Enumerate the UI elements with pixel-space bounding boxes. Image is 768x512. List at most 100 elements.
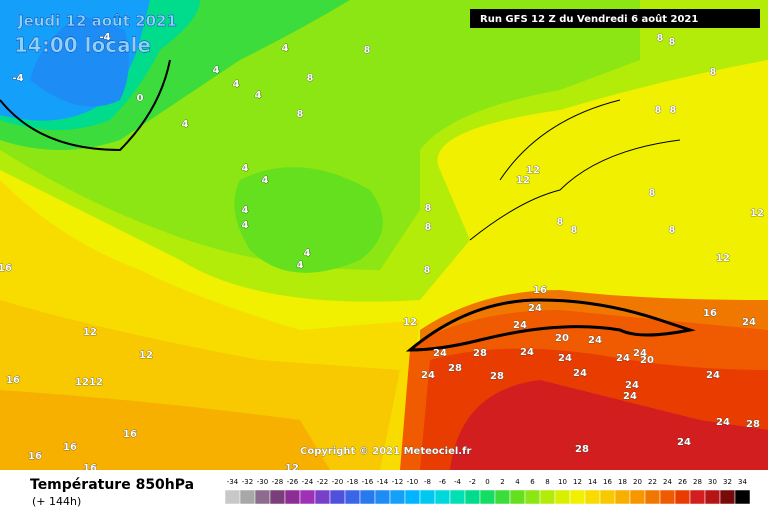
contour-label: 8 <box>425 222 432 233</box>
colorbar-label: -6 <box>439 478 447 486</box>
contour-label: 4 <box>262 175 269 186</box>
contour-label: 24 <box>433 348 447 359</box>
colorbar-swatch <box>254 489 271 505</box>
contour-label: 16 <box>0 263 12 274</box>
contour-label: 8 <box>655 105 662 116</box>
contour-label: 16 <box>83 463 97 474</box>
contour-label: 28 <box>490 371 504 382</box>
contour-label: 24 <box>616 353 630 364</box>
colorbar-swatch <box>719 489 736 505</box>
colorbar-swatch <box>269 489 286 505</box>
contour-label: 4 <box>255 90 262 101</box>
colorbar-swatch <box>584 489 601 505</box>
colorbar-swatch <box>389 489 406 505</box>
contour-label: 28 <box>746 419 760 430</box>
colorbar-swatch <box>674 489 691 505</box>
contour-label: 28 <box>473 348 487 359</box>
contour-label: 12 <box>83 327 97 338</box>
contour-label: 24 <box>421 370 435 381</box>
contour-label: 8 <box>424 265 431 276</box>
contour-label: 4 <box>182 119 189 130</box>
colorbar-label: -30 <box>257 478 268 486</box>
contour-label: 16 <box>123 429 137 440</box>
colorbar-swatch <box>224 489 241 505</box>
colorbar-swatch <box>344 489 361 505</box>
colorbar-label: -10 <box>407 478 418 486</box>
colorbar-swatch <box>554 489 571 505</box>
contour-label: 24 <box>528 303 542 314</box>
colorbar-swatch <box>239 489 256 505</box>
contour-label: 4 <box>297 260 304 271</box>
contour-label: 12 <box>89 377 103 388</box>
colorbar-label: -26 <box>287 478 299 486</box>
colorbar-label: 4 <box>515 478 520 486</box>
contour-label: 24 <box>520 347 534 358</box>
contour-label: 24 <box>625 380 639 391</box>
contour-label: 20 <box>555 333 569 344</box>
contour-label: 8 <box>670 105 677 116</box>
contour-label: 8 <box>557 217 564 228</box>
colorbar-label: 24 <box>663 478 672 486</box>
contour-label: 16 <box>533 285 547 296</box>
colorbar-swatch <box>614 489 631 505</box>
contour-label: 24 <box>706 370 720 381</box>
colorbar-label: -32 <box>242 478 253 486</box>
contour-label: 8 <box>657 33 664 44</box>
colorbar-swatch <box>509 489 526 505</box>
colorbar: -34 -32 -30 -28 -26 -24 -22 -20 -18 -16 -14 -12 -10-… <box>224 478 751 505</box>
colorbar-swatch <box>644 489 661 505</box>
colorbar-label: 32 <box>723 478 732 486</box>
contour-label: 16 <box>6 375 20 386</box>
colorbar-label: -12 <box>392 478 403 486</box>
contour-label: 8 <box>297 109 304 120</box>
contour-label: 8 <box>710 67 717 78</box>
date: Jeudi 12 août 2021 <box>17 12 177 30</box>
contour-label: 4 <box>282 43 289 54</box>
map-fill <box>0 0 768 470</box>
contour-label: 12 <box>516 175 530 186</box>
colorbar-swatch <box>284 489 301 505</box>
contour-label: 24 <box>742 317 756 328</box>
colorbar-swatch <box>359 489 376 505</box>
contour-label: 24 <box>716 417 730 428</box>
contour-label: 20 <box>640 355 654 366</box>
colorbar-label: 14 <box>588 478 597 486</box>
colorbar-label: -20 <box>332 478 343 486</box>
contour-label: 28 <box>448 363 462 374</box>
colorbar-label: -24 <box>302 478 314 486</box>
colorbar-swatch <box>689 489 706 505</box>
colorbar-label: -28 <box>272 478 283 486</box>
colorbar-label: 12 <box>573 478 582 486</box>
colorbar-swatch <box>539 489 556 505</box>
contour-label: 24 <box>633 348 647 359</box>
contour-label: 8 <box>307 73 314 84</box>
colorbar-label: 16 <box>603 478 612 486</box>
colorbar-label: 20 <box>633 478 642 486</box>
colorbar-swatch <box>449 489 466 505</box>
contour-label: 24 <box>573 368 587 379</box>
contour-label: 8 <box>669 225 676 236</box>
contour-label: 4 <box>233 79 240 90</box>
contour-label: 12 <box>139 350 153 361</box>
contour-label: 24 <box>623 391 637 402</box>
run-info: Run GFS 12 Z du Vendredi 6 août 2021 <box>480 13 698 25</box>
colorbar-swatch <box>329 489 346 505</box>
contour-label: 12 <box>750 208 764 219</box>
contour-label: 4 <box>242 205 249 216</box>
colorbar-label: 28 <box>693 478 702 486</box>
colorbar-swatch <box>599 489 616 505</box>
contour-label: -4 <box>99 32 110 43</box>
contour-label: 4 <box>304 248 311 259</box>
contour-label: 24 <box>677 437 691 448</box>
colorbar-label: -2 <box>469 478 476 486</box>
colorbar-label: 18 <box>618 478 627 486</box>
colorbar-label: -22 <box>317 478 328 486</box>
colorbar-swatch <box>314 489 331 505</box>
contour-label: 12 <box>716 253 730 264</box>
colorbar-label: 8 <box>545 478 549 486</box>
contour-label: 8 <box>649 188 656 199</box>
contour-label: 16 <box>63 442 77 453</box>
local-time: 14:00 locale <box>14 33 151 57</box>
